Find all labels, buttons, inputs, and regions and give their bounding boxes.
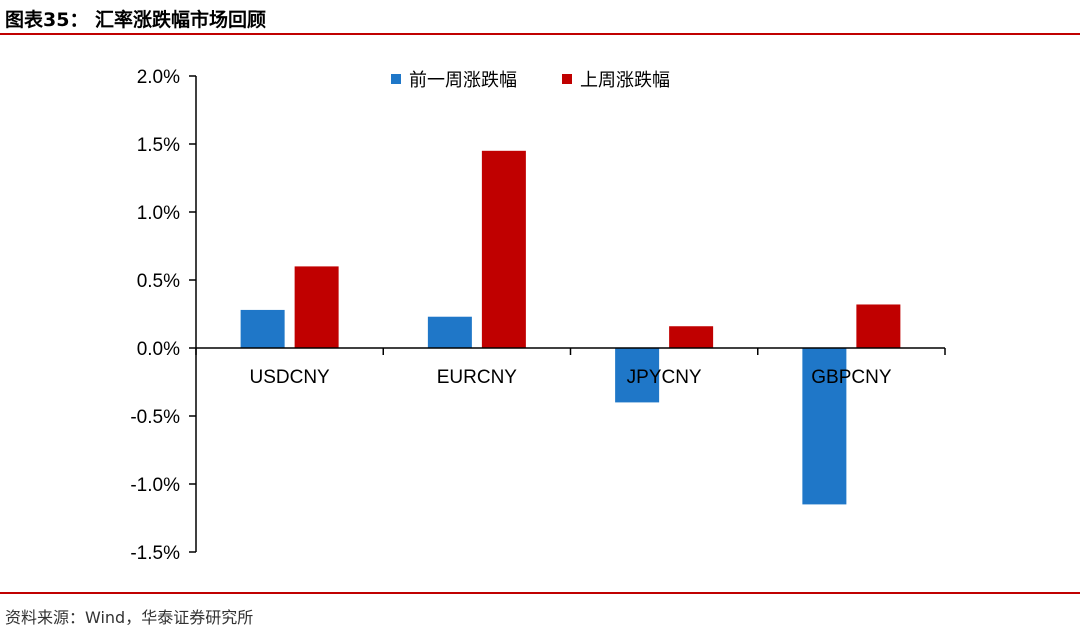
bar-prev-week-eurcny <box>427 316 472 348</box>
legend-label: 前一周涨跌幅 <box>409 70 517 91</box>
y-tick-label: 1.0% <box>137 203 180 224</box>
bar-last-week-jpycny <box>669 326 714 348</box>
category-label: JPYCNY <box>627 367 702 388</box>
category-label: GBPCNY <box>811 367 892 388</box>
bars <box>240 150 901 505</box>
legend-swatch <box>562 74 572 84</box>
bar-prev-week-gbpcny <box>802 348 847 505</box>
bar-last-week-usdcny <box>294 266 339 348</box>
legend: 前一周涨跌幅 上周涨跌幅 <box>391 70 670 91</box>
y-tick-label: -1.5% <box>130 543 180 564</box>
y-tick-label: 0.0% <box>137 339 180 360</box>
legend-swatch <box>391 74 401 84</box>
category-label: USDCNY <box>250 367 331 388</box>
source-note: 资料来源：Wind，华泰证券研究所 <box>5 608 254 627</box>
category-label: EURCNY <box>437 367 518 388</box>
bottom-divider <box>0 592 1080 594</box>
y-tick-label: 0.5% <box>137 271 180 292</box>
y-tick-label: 1.5% <box>137 135 180 156</box>
y-axis: 2.0% 1.5% 1.0% 0.5% 0.0% -0.5% -1.0% -1.5% <box>130 67 197 564</box>
y-tick-label: -1.0% <box>130 475 180 496</box>
bar-prev-week-jpycny <box>615 348 660 403</box>
y-tick-label: -0.5% <box>130 407 180 428</box>
bar-last-week-gbpcny <box>856 304 901 348</box>
bar-prev-week-usdcny <box>240 309 285 348</box>
figure-title: 图表35： 汇率涨跌幅市场回顾 <box>5 9 267 31</box>
top-divider <box>0 33 1080 35</box>
x-axis <box>195 347 946 355</box>
category-labels: USDCNY EURCNY JPYCNY GBPCNY <box>250 367 892 388</box>
y-tick-label: 2.0% <box>137 67 180 88</box>
title-bar: 图表35： 汇率涨跌幅市场回顾 <box>0 0 1080 34</box>
legend-label: 上周涨跌幅 <box>580 70 670 91</box>
bar-last-week-eurcny <box>481 150 526 348</box>
bar-chart: 2.0% 1.5% 1.0% 0.5% 0.0% -0.5% -1.0% -1.5% USDC… <box>130 67 946 564</box>
